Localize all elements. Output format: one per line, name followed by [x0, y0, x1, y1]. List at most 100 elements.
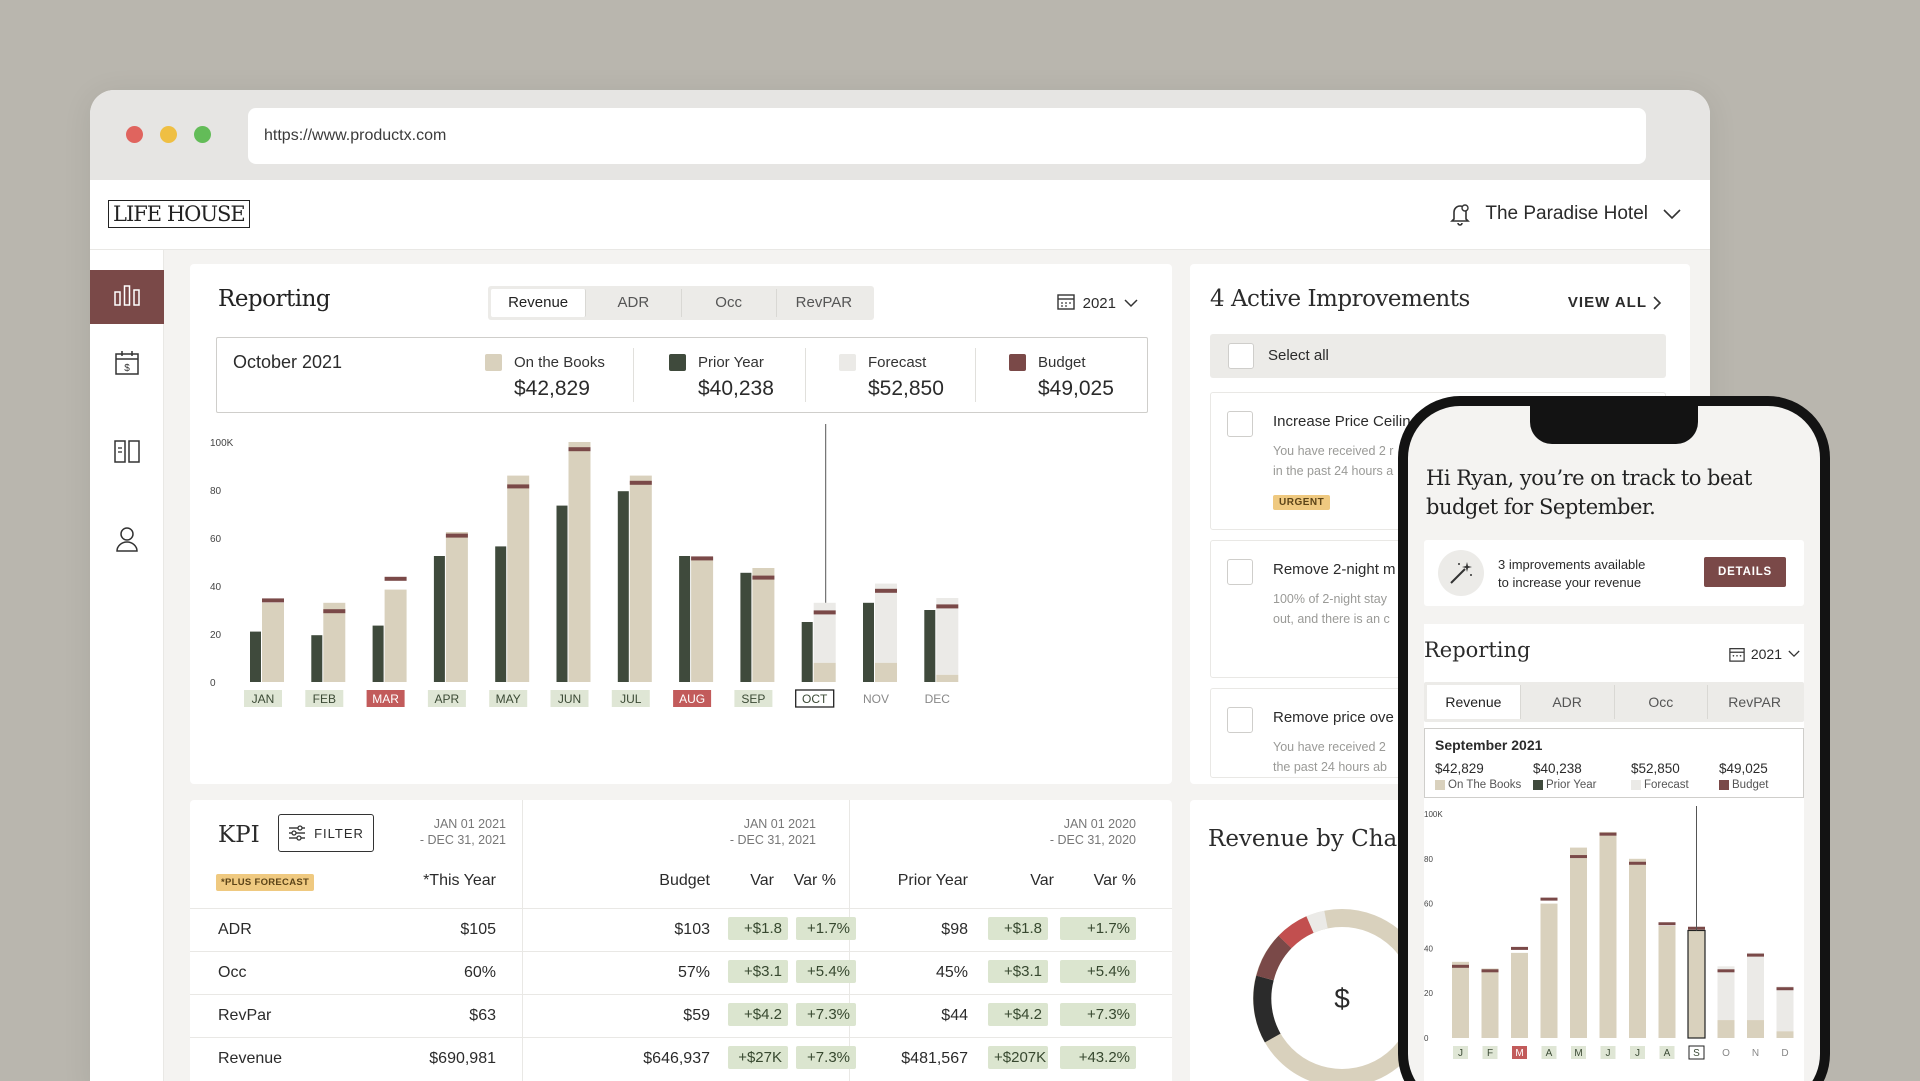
tab-occ[interactable]: Occ	[1615, 685, 1709, 719]
improvement-item[interactable]: Increase Price Ceilin You have received …	[1210, 392, 1666, 530]
sidebar-item-calendar[interactable]: $	[90, 338, 164, 392]
year-selector[interactable]: 2021	[1056, 292, 1138, 314]
tab-revenue[interactable]: Revenue	[491, 289, 587, 317]
select-all-row[interactable]: Select all	[1210, 334, 1666, 378]
filter-button[interactable]: FILTER	[278, 814, 374, 852]
prior-year-bar	[311, 635, 323, 682]
select-all-label: Select all	[1268, 347, 1329, 364]
x-tick-label: J	[1606, 1048, 1611, 1059]
budget-cell: $103	[674, 921, 710, 938]
kpi-title: KPI	[218, 822, 260, 848]
budget-marker	[1481, 969, 1499, 973]
reporting-card: Reporting Revenue ADR Occ RevPAR 2021 Oc…	[190, 264, 1172, 784]
var-chip: +$3.1	[728, 960, 788, 983]
prior-year-bar	[617, 491, 629, 682]
url-bar[interactable]: https://www.productx.com	[248, 108, 1646, 164]
legend-label: On the Books	[514, 354, 605, 371]
table-row: RevPar $63 $59 +$4.2 +7.3% $44 +$4.2 +7.…	[190, 994, 1172, 1036]
app-header: LIFE HOUSE The Paradise Hotel	[90, 180, 1710, 250]
this-year-cell: $105	[460, 921, 496, 938]
var-pct-chip: +5.4%	[796, 960, 856, 983]
month-label-bg	[1659, 1046, 1675, 1059]
y-tick-label: 20	[210, 630, 222, 641]
budget-marker	[568, 447, 591, 452]
improvement-checkbox[interactable]	[1227, 411, 1253, 437]
view-all-link[interactable]: VIEW ALL	[1568, 294, 1662, 311]
close-window-button[interactable]	[126, 126, 143, 143]
hotel-selector[interactable]: The Paradise Hotel	[1449, 202, 1682, 226]
date-range-start: JAN 01 2021	[743, 817, 816, 831]
y-tick-label: 20	[1424, 989, 1433, 998]
y-tick-label: 40	[210, 582, 222, 593]
summary-prior-year: Prior Year $40,238	[669, 354, 774, 401]
donut-segment	[1253, 975, 1281, 1043]
x-tick-label: AUG	[679, 692, 705, 706]
sidebar-item-reporting[interactable]	[90, 270, 164, 324]
tab-adr[interactable]: ADR	[1521, 685, 1615, 719]
chevron-right-icon	[1653, 295, 1662, 310]
phone-mockup: Hi Ryan, you’re on track to beat budget …	[1398, 396, 1830, 1081]
prior-year-bar	[372, 625, 384, 682]
x-tick-label: JUN	[558, 692, 581, 706]
budget-marker	[1658, 922, 1676, 926]
improvements-banner: 3 improvements available to increase you…	[1424, 540, 1804, 606]
tab-revpar[interactable]: RevPAR	[1728, 694, 1781, 710]
improvement-checkbox[interactable]	[1227, 707, 1253, 733]
budget-marker	[384, 576, 407, 581]
kpi-card: KPI FILTER JAN 01 2021 - DEC 31, 2021 JAN…	[190, 800, 1172, 1081]
donut-segment	[1306, 910, 1328, 933]
this-year-cell: $690,981	[429, 1050, 496, 1067]
improvement-title: Remove 2-night m	[1273, 561, 1396, 578]
logo[interactable]: LIFE HOUSE	[108, 200, 250, 228]
row-label: Revenue	[218, 1050, 283, 1067]
col-budget: Budget	[659, 872, 710, 889]
x-tick-label: F	[1487, 1048, 1493, 1059]
x-tick-label: J	[1458, 1048, 1463, 1059]
prior-year-bar	[863, 602, 874, 682]
improvement-checkbox[interactable]	[1227, 559, 1253, 585]
phone-notch	[1530, 406, 1698, 444]
x-tick-label: O	[1722, 1048, 1730, 1059]
on-the-books-bar	[1717, 1020, 1735, 1038]
column-divider	[849, 800, 850, 1081]
legend-label: Prior Year	[1546, 779, 1597, 791]
sidebar-item-profile[interactable]	[90, 514, 164, 568]
legend-label: Budget	[1732, 779, 1769, 791]
tab-occ[interactable]: Occ	[682, 289, 777, 317]
forecast-bar	[813, 602, 836, 663]
prior-year-bar	[556, 505, 568, 682]
on-the-books-bar	[752, 568, 775, 682]
tab-revenue[interactable]: Revenue	[1427, 685, 1521, 719]
table-row: Occ 60% 57% +$3.1 +5.4% 45% +$3.1 +5.4%	[190, 951, 1172, 993]
details-button[interactable]: DETAILS	[1704, 557, 1786, 587]
chevron-down-icon	[1662, 208, 1682, 220]
select-all-checkbox[interactable]	[1228, 343, 1254, 369]
month-highlight	[366, 690, 405, 707]
plus-forecast-badge: *PLUS FORECAST	[216, 874, 315, 891]
month-highlight	[673, 690, 712, 707]
month-label-bg	[1482, 1046, 1498, 1059]
budget-marker	[1540, 897, 1558, 901]
minimize-window-button[interactable]	[160, 126, 177, 143]
donut-segment	[1278, 916, 1314, 949]
month-label-bg	[1630, 1046, 1645, 1059]
budget-marker	[1511, 946, 1528, 950]
phone-year-selector[interactable]: 2021	[1729, 646, 1800, 662]
sidebar-item-book[interactable]	[90, 426, 164, 480]
tab-adr[interactable]: ADR	[586, 289, 682, 317]
urgent-badge: URGENT	[1273, 495, 1331, 510]
sidebar: $	[90, 250, 164, 1081]
month-label-bg	[489, 690, 528, 707]
var-chip: +$1.8	[728, 917, 788, 940]
bell-icon[interactable]	[1449, 202, 1471, 226]
forecast-bar	[1717, 966, 1735, 1021]
maximize-window-button[interactable]	[194, 126, 211, 143]
x-tick-label: JAN	[252, 692, 275, 706]
on-the-books-bar	[507, 475, 530, 682]
greeting-text: Hi Ryan, you’re on track to beat budget …	[1426, 464, 1752, 522]
tab-revpar[interactable]: RevPAR	[795, 294, 853, 311]
phone-tabs: Revenue ADR Occ RevPAR	[1424, 682, 1804, 722]
on-the-books-bar	[629, 475, 652, 682]
table-row: Revenue $690,981 $646,937 +$27K +7.3% $4…	[190, 1037, 1172, 1079]
budget-marker	[1776, 987, 1794, 991]
